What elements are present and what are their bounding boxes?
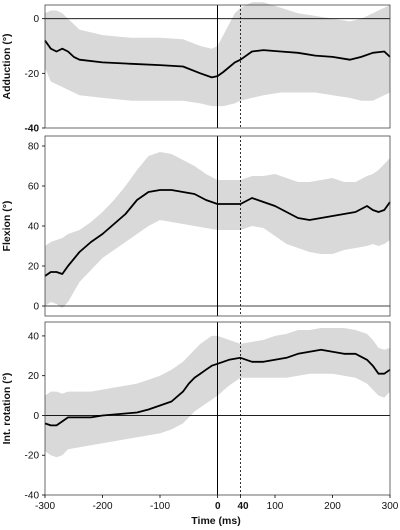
y-tick-label: 40 [28, 331, 40, 342]
y-tick-label: 20 [28, 371, 40, 382]
y-tick-label: -20 [25, 451, 40, 462]
y-tick-label: -20 [25, 69, 40, 80]
mean-line-panel-3 [44, 348, 391, 427]
panel-1: 0 -20 -40 Adduction (°) [1, 2, 391, 135]
x-axis: -300 -200 -100 0 40 100 200 300 [35, 495, 399, 512]
x-tick-label: 0 [215, 501, 221, 512]
x-axis-label: Time (ms) [191, 515, 240, 527]
x-tick-label: -200 [92, 501, 112, 512]
y-tick-label: 40 [28, 222, 40, 233]
y-tick-label: 60 [28, 182, 40, 193]
y-axis-label-panel-1: Adduction (°) [1, 33, 13, 99]
x-tick-label: 40 [238, 501, 250, 512]
y-tick-label: 0 [33, 411, 39, 422]
panel-2: 0 20 40 60 80 Flexion (°) [1, 135, 391, 317]
x-tick-label: 200 [324, 501, 341, 512]
y-axis-label-panel-3: Int. rotation (°) [1, 373, 13, 445]
y-tick-label: 20 [28, 262, 40, 273]
y-tick-label: 80 [28, 142, 40, 153]
x-tick-label: 300 [382, 501, 399, 512]
y-tick-label: -40 [25, 124, 40, 135]
mean-line-panel-1 [44, 39, 391, 79]
panels: 0 -20 -40 Adduction (°) 0 20 40 60 80 Flexion (°)… [1, 2, 391, 502]
panel-frame-1 [44, 4, 391, 129]
mean-line-panel-2 [44, 189, 391, 277]
x-tick-label: -300 [35, 501, 55, 512]
y-tick-label: 0 [33, 14, 39, 25]
panel-3: 40 20 0 -20 -40 Int. rotation (°) [1, 321, 391, 502]
y-tick-label: -40 [25, 491, 40, 502]
x-tick-label: -100 [150, 501, 170, 512]
y-axis-label-panel-2: Flexion (°) [1, 201, 13, 252]
x-tick-label: 100 [267, 501, 284, 512]
y-tick-label: 0 [33, 302, 39, 313]
